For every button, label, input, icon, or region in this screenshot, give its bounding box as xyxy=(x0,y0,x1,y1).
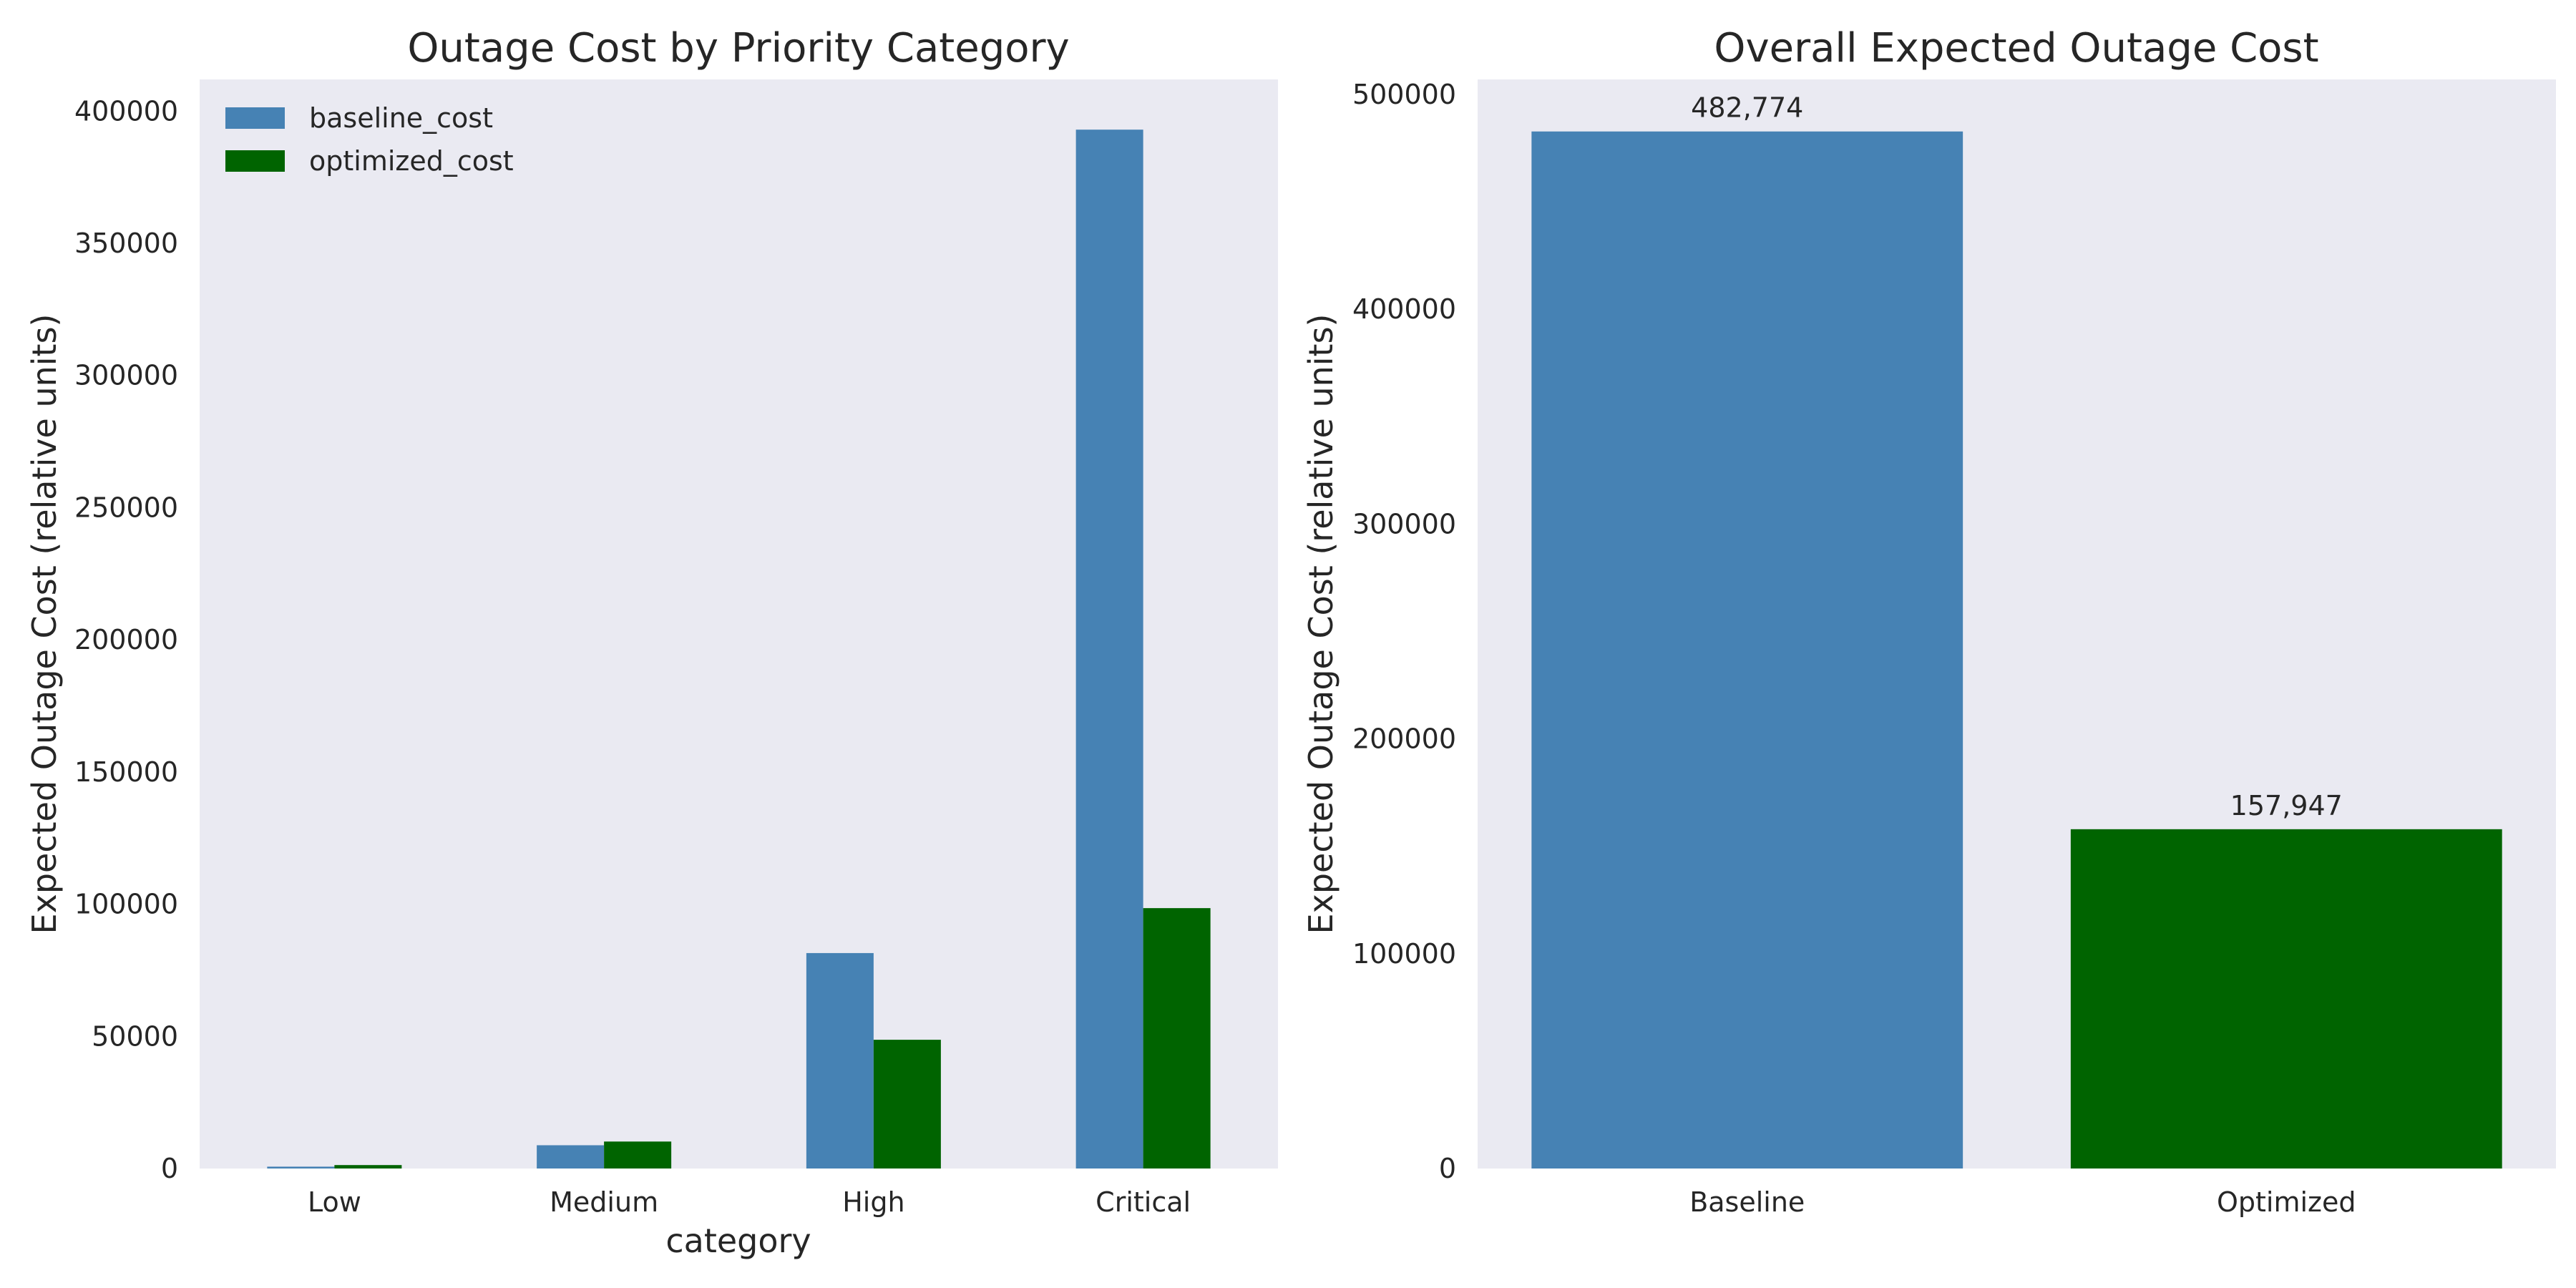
x-tick-label: Optimized xyxy=(2217,1186,2356,1218)
category-cost-chart: Outage Cost by Priority Category categor… xyxy=(25,25,1278,1260)
y-tick-label: 200000 xyxy=(1352,723,1456,755)
bar-optimized xyxy=(2070,829,2502,1169)
x-tick-labels-right: Baseline Optimized xyxy=(1689,1186,2356,1218)
y-tick-label: 50000 xyxy=(92,1020,178,1052)
legend-left: baseline_cost optimized_cost xyxy=(225,102,514,177)
bar-baseline_cost-low xyxy=(267,1166,335,1169)
y-tick-label: 400000 xyxy=(1352,293,1456,325)
x-axis-label-left: category xyxy=(665,1221,811,1260)
y-tick-label: 400000 xyxy=(74,95,178,127)
x-tick-label: Critical xyxy=(1096,1186,1191,1218)
y-tick-label: 100000 xyxy=(1352,938,1456,970)
value-label-optimized: 157,947 xyxy=(2230,790,2343,821)
y-tick-label: 0 xyxy=(1439,1153,1456,1184)
y-tick-label: 500000 xyxy=(1352,79,1456,110)
x-tick-label: Low xyxy=(308,1186,361,1218)
bar-baseline_cost-critical xyxy=(1075,130,1143,1169)
bar-optimized_cost-critical xyxy=(1143,908,1211,1169)
y-axis-label-right: Expected Outage Cost (relative units) xyxy=(1302,314,1340,935)
bar-optimized_cost-low xyxy=(334,1165,402,1169)
y-tick-label: 100000 xyxy=(74,889,178,920)
y-tick-label: 350000 xyxy=(74,228,178,259)
x-tick-label: Medium xyxy=(550,1186,658,1218)
bar-baseline xyxy=(1531,131,1963,1169)
y-axis-label-left: Expected Outage Cost (relative units) xyxy=(25,314,64,935)
value-label-baseline: 482,774 xyxy=(1691,92,1803,124)
chart-title-right: Overall Expected Outage Cost xyxy=(1714,25,2318,72)
y-tick-label: 200000 xyxy=(74,624,178,655)
bar-optimized_cost-medium xyxy=(604,1141,672,1169)
x-tick-label: High xyxy=(842,1186,904,1218)
y-tick-label: 300000 xyxy=(74,360,178,391)
bar-baseline_cost-medium xyxy=(537,1145,605,1169)
overall-cost-chart: Overall Expected Outage Cost Expected Ou… xyxy=(1302,25,2556,1218)
legend-label-optimized: optimized_cost xyxy=(309,145,514,177)
x-tick-label: Baseline xyxy=(1689,1186,1805,1218)
y-tick-label: 0 xyxy=(161,1153,178,1184)
bar-optimized_cost-high xyxy=(873,1040,941,1169)
y-tick-labels-right: 0 100000 200000 300000 400000 500000 xyxy=(1352,79,1456,1184)
x-tick-labels-left: Low Medium High Critical xyxy=(308,1186,1191,1218)
value-labels-right: 482,774 157,947 xyxy=(1691,92,2343,821)
legend-label-baseline: baseline_cost xyxy=(309,102,493,134)
bars-left xyxy=(267,130,1211,1169)
y-tick-label: 300000 xyxy=(1352,508,1456,540)
legend-swatch-baseline xyxy=(225,107,285,129)
bar-baseline_cost-high xyxy=(806,952,874,1169)
bars-right xyxy=(1531,131,2502,1169)
y-tick-labels-left: 0 50000 100000 150000 200000 250000 300000 3500… xyxy=(74,95,178,1184)
y-tick-label: 150000 xyxy=(74,756,178,788)
y-tick-label: 250000 xyxy=(74,492,178,523)
chart-title-left: Outage Cost by Priority Category xyxy=(407,25,1069,72)
legend-swatch-optimized xyxy=(225,150,285,172)
